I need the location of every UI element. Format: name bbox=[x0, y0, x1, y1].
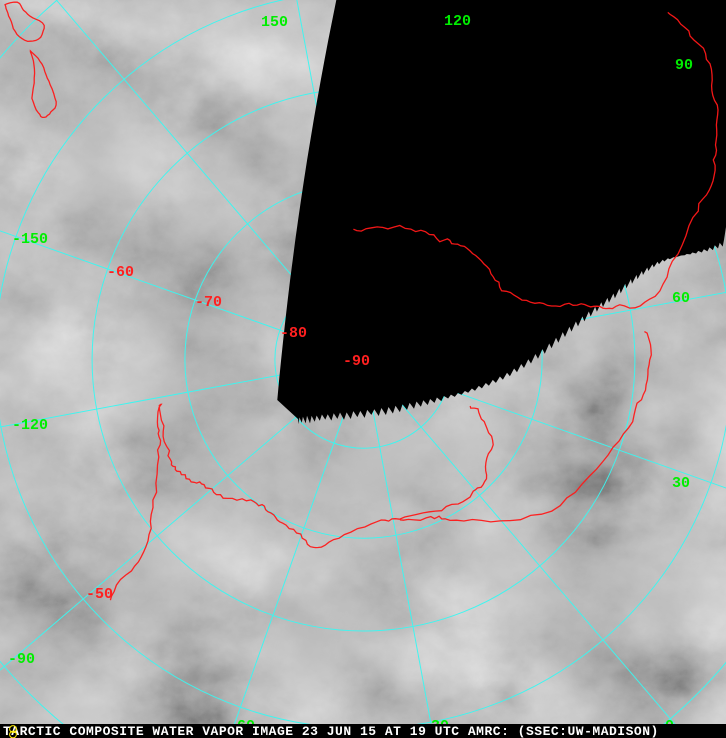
svg-text:90: 90 bbox=[675, 57, 693, 74]
svg-text:-80: -80 bbox=[280, 325, 307, 342]
svg-text:60: 60 bbox=[672, 290, 690, 307]
svg-text:150: 150 bbox=[261, 14, 288, 31]
svg-text:-150: -150 bbox=[12, 231, 48, 248]
svg-text:-50: -50 bbox=[86, 586, 113, 603]
svg-text:30: 30 bbox=[672, 475, 690, 492]
svg-text:-120: -120 bbox=[12, 417, 48, 434]
svg-text:-90: -90 bbox=[343, 353, 370, 370]
svg-text:-90: -90 bbox=[8, 651, 35, 668]
svg-text:-60: -60 bbox=[107, 264, 134, 281]
svg-text:-70: -70 bbox=[195, 294, 222, 311]
svg-text:120: 120 bbox=[444, 13, 471, 30]
svg-text:TARCTIC COMPOSITE WATER VAPOR: TARCTIC COMPOSITE WATER VAPOR IMAGE 23 J… bbox=[3, 724, 659, 738]
